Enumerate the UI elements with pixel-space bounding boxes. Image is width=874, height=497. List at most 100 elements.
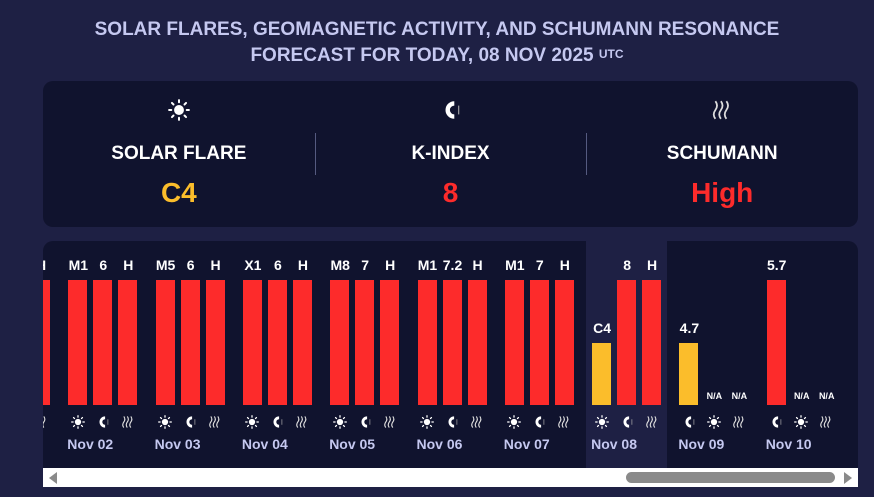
waves-icon (118, 414, 137, 430)
timezone-label: UTC (598, 47, 624, 61)
schumann-value-label: H (43, 257, 56, 273)
flare-bar[interactable] (330, 280, 350, 405)
summary-label: K-INDEX (411, 143, 490, 164)
flare-bar[interactable] (155, 280, 175, 405)
magnet-icon (315, 99, 587, 121)
kindex-value-label: 6 (99, 257, 108, 273)
magnet-icon (443, 414, 462, 430)
day-date-label: Nov 06 (416, 436, 463, 452)
waves-icon (380, 414, 399, 430)
waves-icon (642, 414, 661, 430)
flare-value-label: M1 (505, 257, 525, 273)
schumann-value-label: H (123, 257, 134, 273)
flare-bar[interactable] (504, 280, 524, 405)
schumann-bar[interactable] (380, 280, 400, 405)
schumann-bar[interactable] (467, 280, 487, 405)
waves-icon (817, 414, 836, 430)
kindex-bar[interactable] (679, 342, 699, 405)
waves-icon (586, 99, 858, 121)
sun-icon (68, 414, 87, 430)
waves-icon (555, 414, 574, 430)
sun-icon (704, 414, 723, 430)
today-summary: SOLAR FLARE C4 K-INDEX 8 SCHUMANN High (43, 81, 858, 227)
horizontal-scrollbar[interactable] (43, 468, 858, 487)
magnet-icon (530, 414, 549, 430)
sun-icon (418, 414, 437, 430)
kindex-bar[interactable] (529, 280, 549, 405)
kindex-bar[interactable] (93, 280, 113, 405)
flare-bar[interactable] (417, 280, 437, 405)
kindex-value-label: 7 (535, 257, 544, 273)
magnet-icon (93, 414, 112, 430)
schumann-value-label: H (385, 257, 396, 273)
flare-value-label: M5 (155, 257, 176, 273)
schumann-value-label: H (472, 257, 483, 273)
flare-value-label: N/A (706, 391, 723, 401)
sun-icon (592, 414, 611, 430)
schumann-value-label: H (559, 257, 570, 273)
page-title: SOLAR FLARES, GEOMAGNETIC ACTIVITY, AND … (0, 17, 874, 69)
day-date-label: Nov 09 (678, 436, 725, 452)
flare-value-label: M8 (330, 257, 350, 273)
kindex-value-label: 7 (361, 257, 370, 273)
schumann-value-label: H (647, 257, 658, 273)
kindex-bar[interactable] (617, 280, 637, 405)
title-line-1: SOLAR FLARES, GEOMAGNETIC ACTIVITY, AND … (94, 19, 780, 40)
day-date-label: Nov 07 (503, 436, 550, 452)
summary-card-k-index: K-INDEX 8 (314, 81, 587, 227)
title-line-2-wrap: FORECAST FOR TODAY, 08 NOV 2025 UTC (0, 43, 874, 69)
kindex-value-label: 7.2 (442, 257, 463, 273)
summary-label: SCHUMANN (666, 143, 778, 164)
schumann-bar[interactable] (642, 280, 662, 405)
title-line-2: FORECAST FOR TODAY, 08 NOV 2025 (250, 45, 594, 66)
magnet-icon (767, 414, 786, 430)
kindex-value-label: 5.7 (766, 257, 787, 273)
flare-value-label: M1 (417, 257, 438, 273)
flare-value-label: M1 (68, 257, 89, 273)
schumann-value-label: H (210, 257, 221, 273)
day-date-label: Nov 04 (241, 436, 288, 452)
magnet-icon (268, 414, 287, 430)
summary-label: SOLAR FLARE (111, 143, 247, 164)
waves-icon (729, 414, 748, 430)
day-date-label: Nov 08 (591, 436, 638, 452)
scroll-left-arrow-icon[interactable] (49, 472, 57, 484)
schumann-value-label: N/A (818, 391, 835, 401)
schumann-bar[interactable] (43, 280, 50, 405)
summary-value: C4 (160, 177, 197, 208)
schumann-bar[interactable] (118, 280, 138, 405)
kindex-value-label: 4.7 (679, 319, 700, 336)
schumann-bar[interactable] (554, 280, 574, 405)
magnet-icon (617, 414, 636, 430)
schumann-bar[interactable] (292, 280, 312, 405)
flare-bar[interactable] (68, 280, 88, 405)
day-date-label: Nov 05 (329, 436, 376, 452)
kindex-bar[interactable] (355, 280, 375, 405)
flare-bar[interactable] (592, 342, 612, 405)
summary-card-schumann: SCHUMANN High (586, 81, 858, 227)
kindex-value-label: 8 (623, 257, 631, 273)
kindex-bar[interactable] (180, 280, 200, 405)
kindex-bar[interactable] (442, 280, 462, 405)
flare-value-label: X1 (244, 257, 262, 273)
sun-icon (792, 414, 811, 430)
scroll-right-arrow-icon[interactable] (844, 472, 852, 484)
summary-card-solar-flare: SOLAR FLARE C4 (43, 81, 315, 227)
sun-icon (330, 414, 349, 430)
day-date-label: Nov 03 (154, 436, 201, 452)
scrollbar-thumb[interactable] (626, 472, 835, 483)
schumann-value-label: H (297, 257, 308, 273)
sun-icon (156, 414, 175, 430)
kindex-bar[interactable] (267, 280, 287, 405)
flare-value-label: N/A (793, 391, 810, 401)
waves-icon (206, 414, 225, 430)
sun-icon (43, 99, 315, 121)
day-date-label: Nov 10 (765, 436, 812, 452)
magnet-icon (355, 414, 374, 430)
waves-icon (468, 414, 487, 430)
waves-icon (293, 414, 312, 430)
flare-bar[interactable] (242, 280, 262, 405)
magnet-icon (679, 414, 698, 430)
schumann-bar[interactable] (205, 280, 225, 405)
kindex-bar[interactable] (766, 280, 786, 405)
